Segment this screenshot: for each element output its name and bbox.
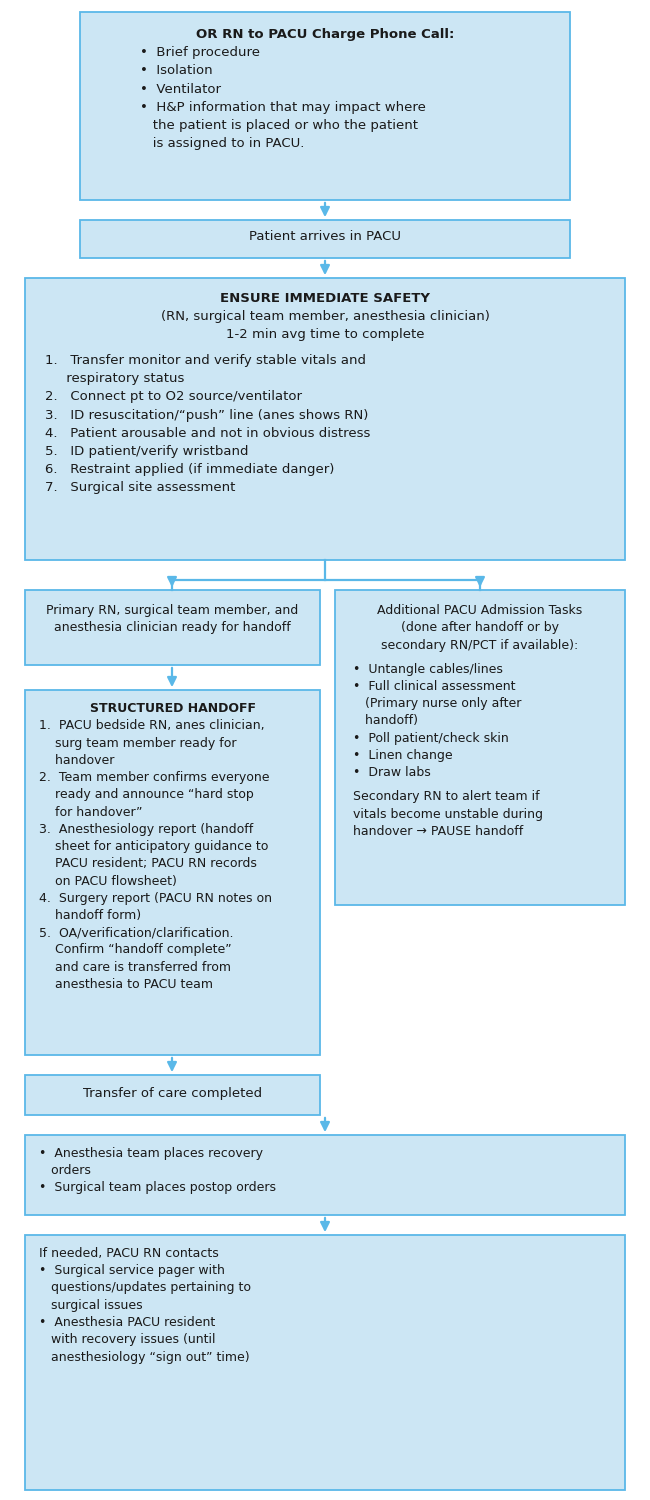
FancyBboxPatch shape bbox=[80, 12, 570, 200]
Text: the patient is placed or who the patient: the patient is placed or who the patient bbox=[140, 118, 418, 132]
Text: •  Poll patient/check skin: • Poll patient/check skin bbox=[353, 732, 509, 744]
Text: Confirm “handoff complete”: Confirm “handoff complete” bbox=[39, 944, 231, 957]
FancyBboxPatch shape bbox=[25, 690, 320, 1054]
FancyBboxPatch shape bbox=[25, 1076, 320, 1114]
Text: ready and announce “hard stop: ready and announce “hard stop bbox=[39, 789, 254, 801]
Text: STRUCTURED HANDOFF: STRUCTURED HANDOFF bbox=[90, 702, 255, 715]
Text: sheet for anticipatory guidance to: sheet for anticipatory guidance to bbox=[39, 840, 268, 854]
Text: 4.   Patient arousable and not in obvious distress: 4. Patient arousable and not in obvious … bbox=[45, 426, 370, 439]
Text: 4.  Surgery report (PACU RN notes on: 4. Surgery report (PACU RN notes on bbox=[39, 891, 272, 904]
FancyBboxPatch shape bbox=[25, 278, 625, 560]
Text: questions/updates pertaining to: questions/updates pertaining to bbox=[39, 1281, 251, 1294]
Text: anesthesiology “sign out” time): anesthesiology “sign out” time) bbox=[39, 1350, 250, 1364]
Text: respiratory status: respiratory status bbox=[45, 372, 185, 386]
Text: ENSURE IMMEDIATE SAFETY: ENSURE IMMEDIATE SAFETY bbox=[220, 292, 430, 304]
Text: 2.  Team member confirms everyone: 2. Team member confirms everyone bbox=[39, 771, 270, 784]
Text: and care is transferred from: and care is transferred from bbox=[39, 962, 231, 974]
Text: 1.   Transfer monitor and verify stable vitals and: 1. Transfer monitor and verify stable vi… bbox=[45, 354, 366, 368]
Text: •  H&P information that may impact where: • H&P information that may impact where bbox=[140, 100, 426, 114]
Text: 1.  PACU bedside RN, anes clinician,: 1. PACU bedside RN, anes clinician, bbox=[39, 720, 265, 732]
Text: 1-2 min avg time to complete: 1-2 min avg time to complete bbox=[226, 328, 424, 342]
Text: •  Linen change: • Linen change bbox=[353, 748, 452, 762]
FancyBboxPatch shape bbox=[25, 1234, 625, 1490]
Text: 5.   ID patient/verify wristband: 5. ID patient/verify wristband bbox=[45, 446, 248, 458]
Text: anesthesia to PACU team: anesthesia to PACU team bbox=[39, 978, 213, 992]
Text: surgical issues: surgical issues bbox=[39, 1299, 142, 1311]
Text: OR RN to PACU Charge Phone Call:: OR RN to PACU Charge Phone Call: bbox=[196, 28, 454, 40]
Text: handoff): handoff) bbox=[353, 714, 418, 728]
Text: •  Brief procedure: • Brief procedure bbox=[140, 46, 260, 58]
Text: If needed, PACU RN contacts: If needed, PACU RN contacts bbox=[39, 1246, 219, 1260]
FancyBboxPatch shape bbox=[335, 590, 625, 904]
Text: •  Draw labs: • Draw labs bbox=[353, 766, 431, 778]
Text: (RN, surgical team member, anesthesia clinician): (RN, surgical team member, anesthesia cl… bbox=[161, 310, 489, 322]
Text: (Primary nurse only after: (Primary nurse only after bbox=[353, 698, 521, 709]
Text: secondary RN/PCT if available):: secondary RN/PCT if available): bbox=[382, 639, 578, 651]
Text: vitals become unstable during: vitals become unstable during bbox=[353, 807, 543, 820]
Text: •  Surgical service pager with: • Surgical service pager with bbox=[39, 1264, 225, 1278]
Text: is assigned to in PACU.: is assigned to in PACU. bbox=[140, 138, 304, 150]
Text: •  Ventilator: • Ventilator bbox=[140, 82, 221, 96]
Text: on PACU flowsheet): on PACU flowsheet) bbox=[39, 874, 177, 888]
Text: handover: handover bbox=[39, 753, 114, 766]
Text: Additional PACU Admission Tasks: Additional PACU Admission Tasks bbox=[378, 604, 582, 616]
Text: 5.  OA/verification/clarification.: 5. OA/verification/clarification. bbox=[39, 926, 233, 939]
Text: (done after handoff or by: (done after handoff or by bbox=[401, 621, 559, 634]
Text: PACU resident; PACU RN records: PACU resident; PACU RN records bbox=[39, 858, 257, 870]
Text: •  Surgical team places postop orders: • Surgical team places postop orders bbox=[39, 1182, 276, 1194]
Text: 7.   Surgical site assessment: 7. Surgical site assessment bbox=[45, 482, 235, 495]
Text: with recovery issues (until: with recovery issues (until bbox=[39, 1334, 216, 1347]
Text: Patient arrives in PACU: Patient arrives in PACU bbox=[249, 230, 401, 243]
Text: orders: orders bbox=[39, 1164, 91, 1178]
Text: •  Anesthesia PACU resident: • Anesthesia PACU resident bbox=[39, 1316, 215, 1329]
Text: for handover”: for handover” bbox=[39, 806, 142, 819]
Text: •  Anesthesia team places recovery: • Anesthesia team places recovery bbox=[39, 1148, 263, 1160]
Text: handover → PAUSE handoff: handover → PAUSE handoff bbox=[353, 825, 523, 839]
Text: anesthesia clinician ready for handoff: anesthesia clinician ready for handoff bbox=[54, 621, 291, 634]
Text: •  Full clinical assessment: • Full clinical assessment bbox=[353, 680, 515, 693]
Text: Secondary RN to alert team if: Secondary RN to alert team if bbox=[353, 790, 540, 804]
Text: 3.  Anesthesiology report (handoff: 3. Anesthesiology report (handoff bbox=[39, 822, 254, 836]
FancyBboxPatch shape bbox=[25, 590, 320, 664]
Text: surg team member ready for: surg team member ready for bbox=[39, 736, 237, 750]
Text: handoff form): handoff form) bbox=[39, 909, 141, 922]
FancyBboxPatch shape bbox=[25, 1136, 625, 1215]
Text: 3.   ID resuscitation/“push” line (anes shows RN): 3. ID resuscitation/“push” line (anes sh… bbox=[45, 408, 369, 422]
FancyBboxPatch shape bbox=[80, 220, 570, 258]
Text: •  Untangle cables/lines: • Untangle cables/lines bbox=[353, 663, 503, 675]
Text: 2.   Connect pt to O2 source/ventilator: 2. Connect pt to O2 source/ventilator bbox=[45, 390, 302, 404]
Text: Transfer of care completed: Transfer of care completed bbox=[83, 1088, 262, 1100]
Text: 6.   Restraint applied (if immediate danger): 6. Restraint applied (if immediate dange… bbox=[45, 464, 334, 476]
Text: Primary RN, surgical team member, and: Primary RN, surgical team member, and bbox=[46, 604, 298, 616]
Text: •  Isolation: • Isolation bbox=[140, 64, 213, 78]
